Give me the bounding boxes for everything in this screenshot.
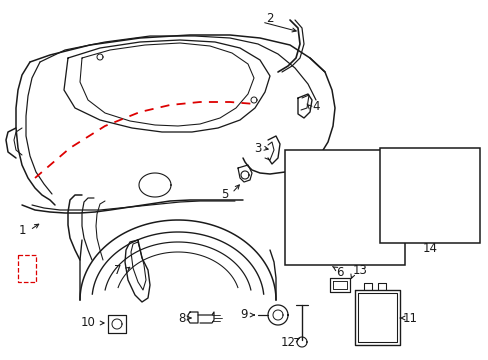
Text: 7: 7 <box>114 264 122 276</box>
Bar <box>379 148 479 243</box>
Text: 13: 13 <box>352 264 366 276</box>
Text: 12: 12 <box>280 336 295 348</box>
Text: 10: 10 <box>81 316 95 329</box>
Text: 14: 14 <box>422 242 437 255</box>
Text: 2: 2 <box>265 12 273 24</box>
Text: 3: 3 <box>254 141 261 154</box>
Bar <box>285 150 404 265</box>
Text: 8: 8 <box>178 311 185 324</box>
Text: 11: 11 <box>402 311 417 324</box>
Text: 6: 6 <box>336 266 343 279</box>
Text: 9: 9 <box>240 309 247 321</box>
Text: 1: 1 <box>18 224 26 237</box>
Text: 5: 5 <box>221 189 228 202</box>
Text: 4: 4 <box>312 99 319 112</box>
